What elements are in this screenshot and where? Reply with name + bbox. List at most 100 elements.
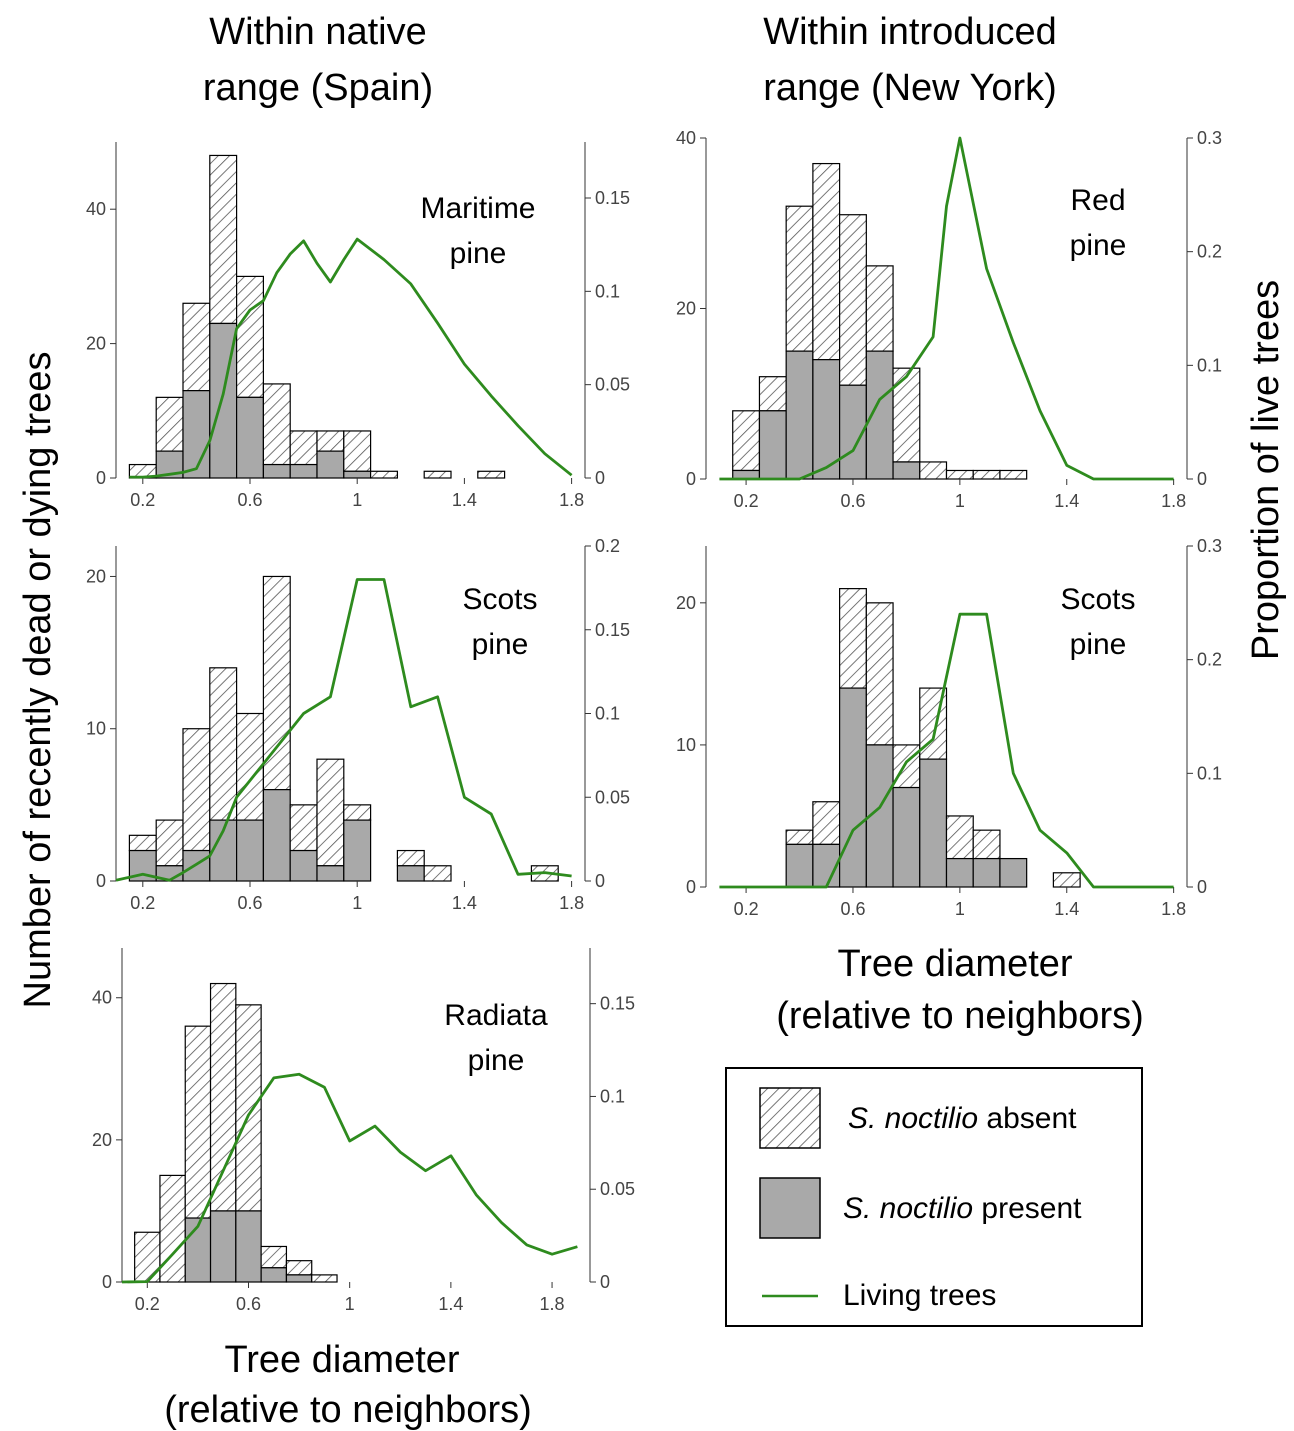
living-trees-line — [115, 578, 572, 882]
bar-present — [262, 463, 291, 479]
x-tick-label: 1 — [955, 491, 965, 511]
legend-label-absent: S. noctilio absent — [848, 1102, 1077, 1135]
bar-absent — [839, 214, 867, 386]
panel-scots-pine-new-york: 0 10 20 0 0.1 0.2 0.3 0.2 0.6 1 1.4 1.8 Scots pine — [676, 536, 1222, 919]
x-tick-label: 1 — [955, 899, 965, 919]
bar-present — [235, 1210, 262, 1283]
header-introduced-line1: Within introduced — [763, 11, 1057, 53]
y2-tick-label: 0 — [1197, 469, 1207, 489]
bar-absent — [423, 470, 452, 479]
bar-absent — [972, 469, 1001, 480]
x-tick-label: 1.4 — [1054, 491, 1079, 511]
bar-present — [316, 450, 345, 479]
bar-present — [396, 865, 425, 882]
bar-present — [182, 390, 211, 479]
legend-present-rest: present — [973, 1192, 1082, 1225]
x-tick-label: 1.8 — [1161, 491, 1186, 511]
y-tick-label: 20 — [676, 593, 696, 613]
living-trees-line — [129, 237, 573, 479]
x-tick-label: 1.8 — [559, 490, 584, 510]
y2-tick-label: 0.3 — [1197, 128, 1222, 148]
x-tick-label: 1.8 — [559, 893, 584, 913]
bar-absent — [758, 376, 787, 412]
y-tick-label: 40 — [676, 128, 696, 148]
bar-absent — [182, 728, 211, 852]
panel-label: pine — [1070, 229, 1127, 262]
y-tick-label: 40 — [86, 199, 106, 219]
bar-absent — [945, 815, 974, 860]
bar-present — [785, 350, 814, 480]
bar-absent — [285, 1260, 313, 1276]
bar-present — [289, 463, 318, 479]
header-native-line1: Within native — [209, 11, 427, 53]
bar-absent — [311, 1274, 338, 1283]
x-tick-label: 1.4 — [452, 490, 477, 510]
panel-label: pine — [472, 628, 529, 661]
y2-tick-label: 0 — [595, 871, 605, 891]
panel-label: Maritime — [420, 192, 535, 225]
y-tick-label: 20 — [86, 566, 106, 586]
y2-tick-label: 0.15 — [595, 620, 630, 640]
bar-absent — [785, 205, 814, 352]
bar-present — [343, 819, 372, 882]
y2-tick-label: 0.2 — [1197, 242, 1222, 262]
y-tick-label: 20 — [92, 1130, 112, 1150]
bar-absent — [999, 469, 1028, 480]
bar-absent — [209, 154, 238, 325]
bar-absent — [262, 575, 291, 791]
panel-label: Scots — [462, 583, 537, 616]
bar-absent — [289, 804, 318, 852]
y2-tick-label: 0.15 — [600, 994, 635, 1014]
bar-absent — [209, 982, 237, 1212]
x-tick-label: 0.6 — [237, 893, 262, 913]
x-tick-label: 1.8 — [540, 1294, 565, 1314]
panel-label: pine — [1070, 628, 1127, 661]
bar-present — [236, 396, 265, 479]
y2-tick-label: 0.2 — [1197, 650, 1222, 670]
bar-absent — [260, 1245, 288, 1269]
living-trees-line — [719, 136, 1174, 481]
panel-label: Red — [1070, 184, 1125, 217]
x-axis-label-left-line1: Tree diameter — [224, 1339, 459, 1381]
bar-absent — [159, 1174, 186, 1283]
y-tick-label: 0 — [686, 469, 696, 489]
legend-label-present: S. noctilio present — [843, 1192, 1082, 1225]
bar-absent — [919, 461, 948, 480]
bar-absent — [945, 469, 974, 480]
legend-absent-species: S. noctilio — [848, 1102, 978, 1135]
legend: S. noctilio absent S. noctilio present L… — [725, 1067, 1143, 1327]
bar-absent — [396, 849, 425, 867]
x-tick-label: 0.2 — [130, 490, 155, 510]
bar-absent — [865, 602, 894, 746]
y2-tick-label: 0.15 — [595, 188, 630, 208]
y2-tick-label: 0 — [600, 1272, 610, 1292]
x-tick-label: 1.8 — [1161, 899, 1186, 919]
bar-present — [785, 843, 814, 888]
panel-label: Scots — [1060, 583, 1135, 616]
x-tick-label: 0.6 — [236, 1294, 261, 1314]
bar-present — [285, 1274, 313, 1283]
bar-present — [972, 857, 1001, 888]
living-trees-line — [121, 1072, 578, 1284]
x-tick-label: 0.2 — [734, 491, 759, 511]
bar-present — [999, 857, 1028, 888]
header-native-line2: range (Spain) — [203, 67, 433, 109]
y-tick-label: 0 — [686, 877, 696, 897]
bar-present — [260, 1267, 288, 1283]
bar-absent — [839, 588, 867, 689]
y-tick-label: 10 — [676, 735, 696, 755]
bar-present — [184, 1217, 212, 1283]
y2-tick-label: 0.1 — [600, 1086, 625, 1106]
y-axis-label-right: Proportion of live trees — [1245, 280, 1287, 660]
y2-tick-label: 0.1 — [595, 281, 620, 301]
x-tick-label: 0.6 — [840, 491, 865, 511]
bar-present — [209, 1210, 237, 1283]
bar-present — [262, 789, 291, 882]
y2-tick-label: 0.1 — [595, 704, 620, 724]
bar-absent — [289, 430, 318, 466]
x-tick-label: 1 — [352, 893, 362, 913]
bar-absent — [812, 162, 841, 361]
bar-present — [892, 786, 921, 888]
x-tick-label: 1 — [345, 1294, 355, 1314]
